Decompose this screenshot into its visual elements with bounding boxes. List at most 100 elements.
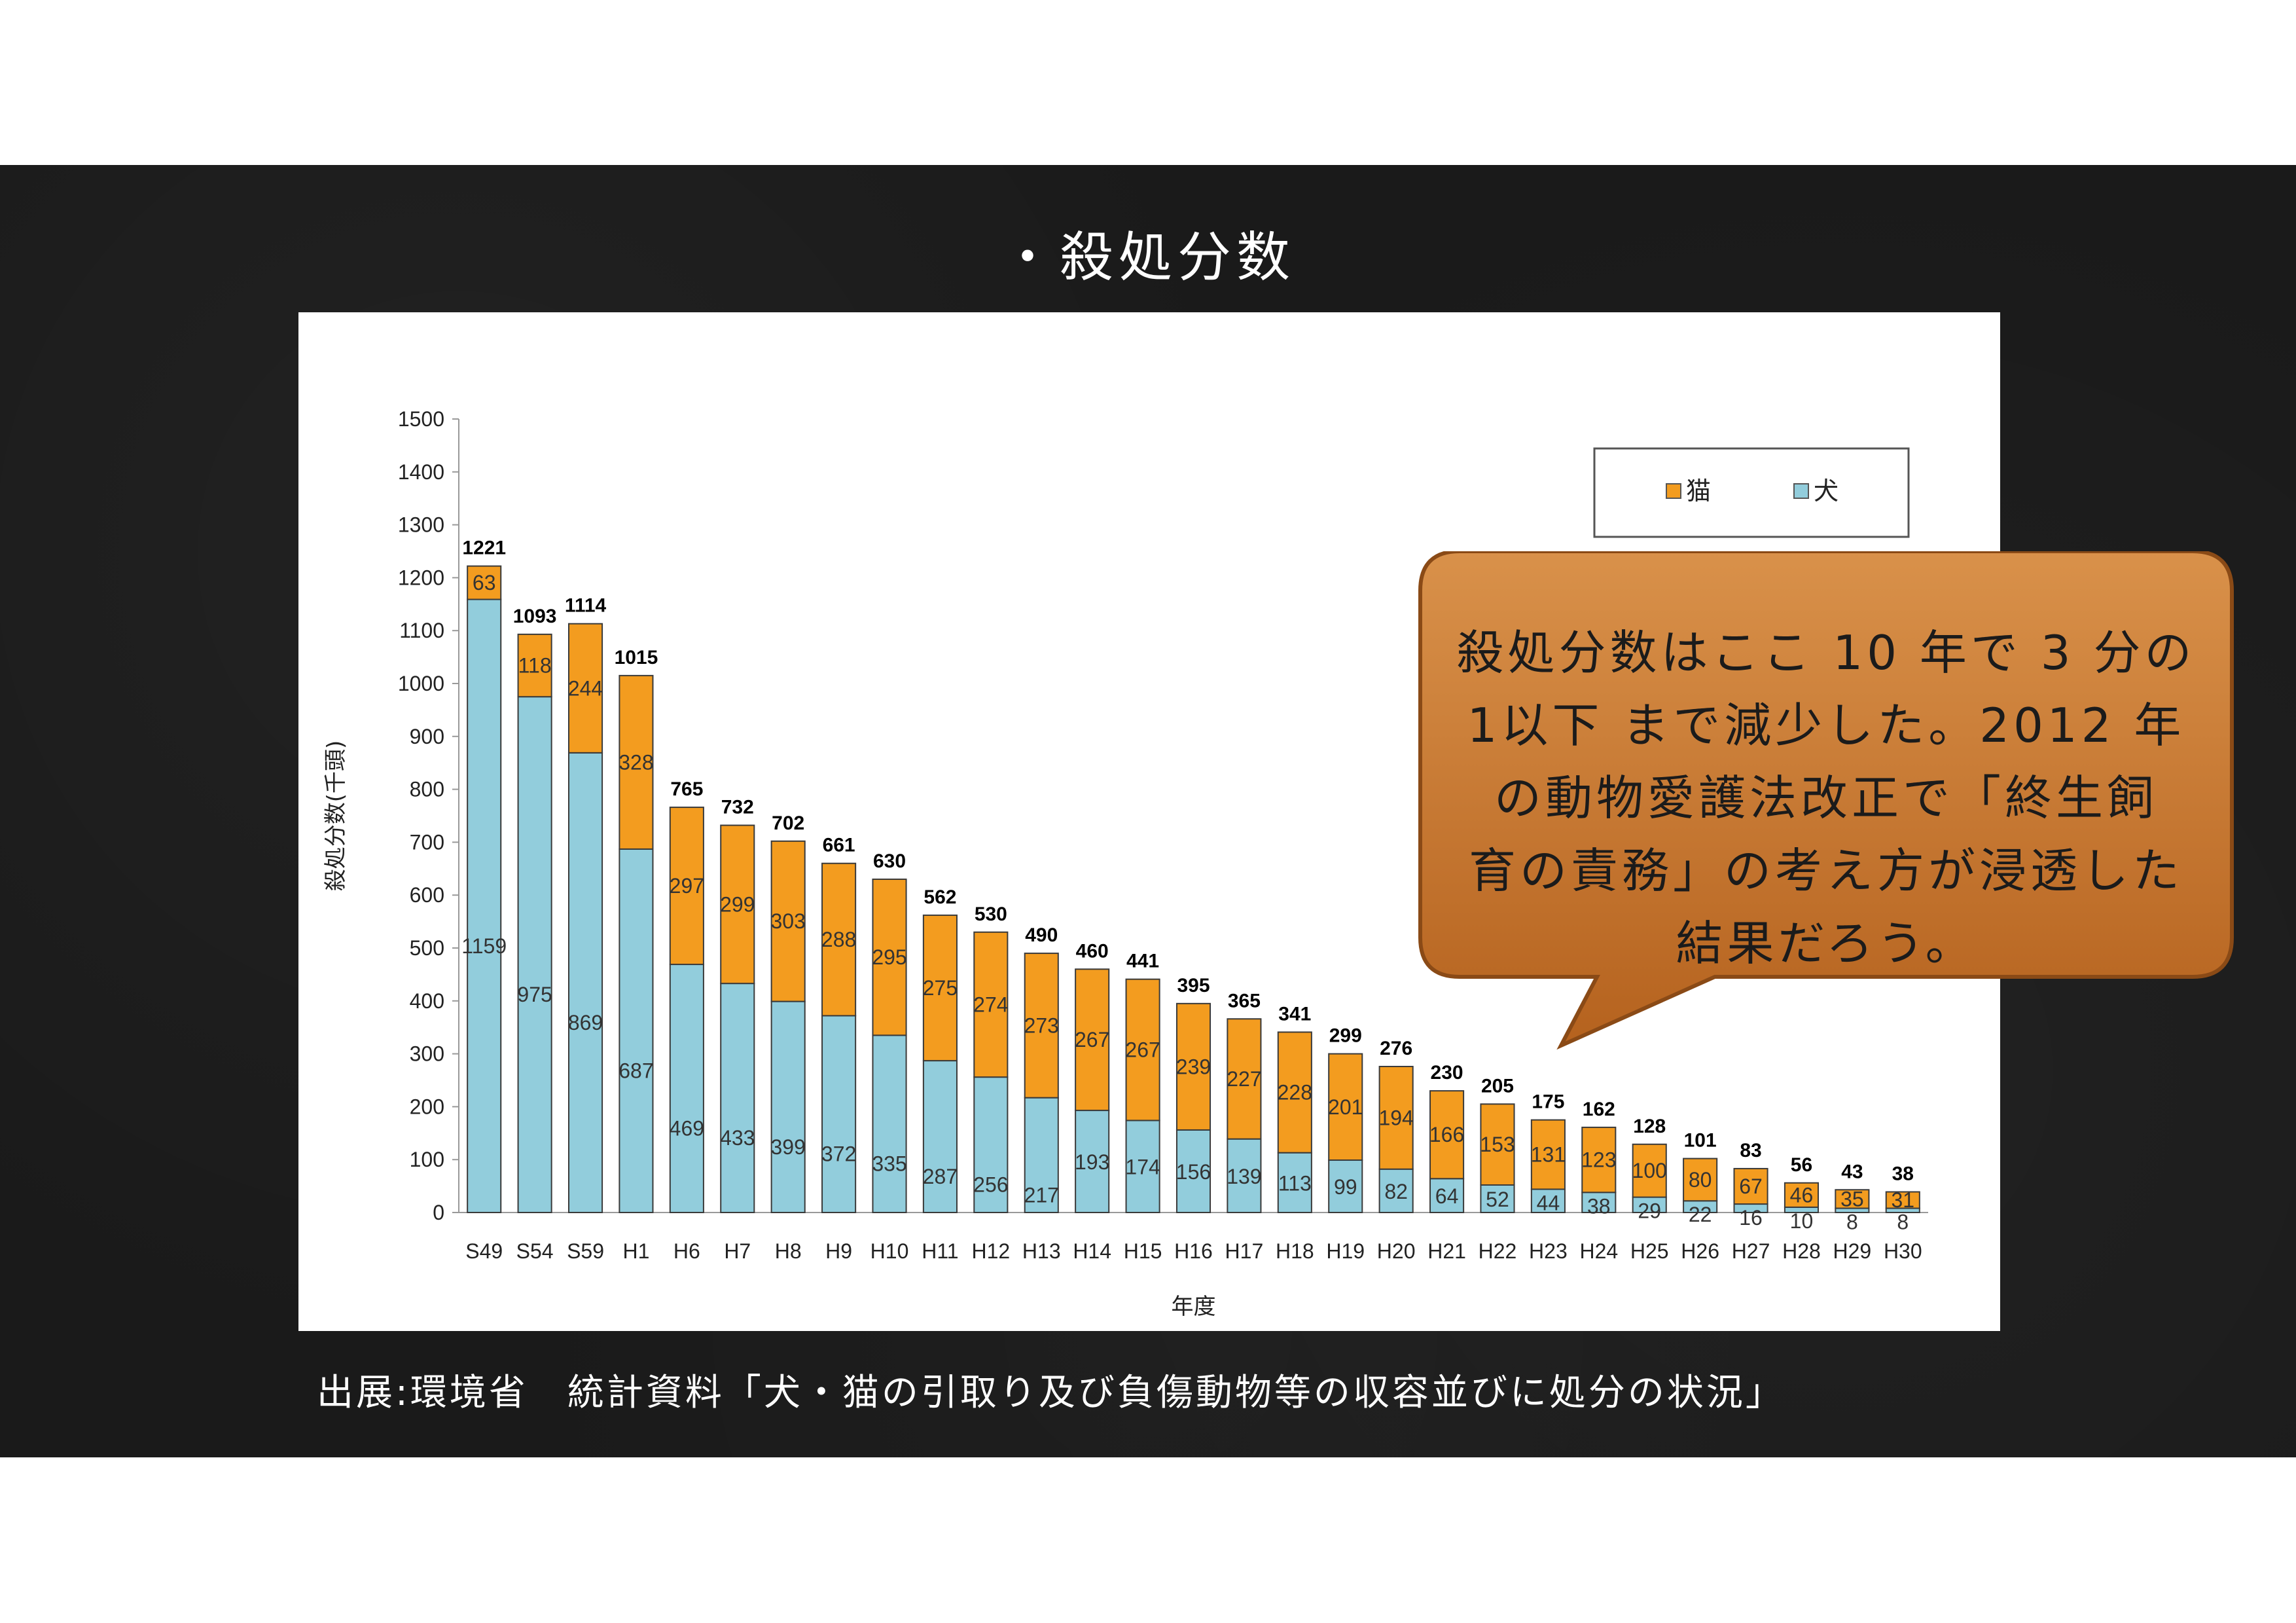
dog-value-label: 687 bbox=[619, 1059, 653, 1082]
y-tick-label: 900 bbox=[410, 725, 444, 748]
legend-swatch-dog bbox=[1793, 483, 1809, 499]
x-tick-label: H11 bbox=[922, 1239, 958, 1263]
x-tick-label: H7 bbox=[724, 1239, 751, 1263]
bar-cat-H24 bbox=[1581, 1126, 1617, 1194]
callout-line: 殺処分数はここ 10 年で 3 分の bbox=[1456, 625, 2196, 680]
dog-value-label: 469 bbox=[670, 1117, 704, 1140]
source-caption: 出展:環境省 統計資料「犬・猫の引取り及び負傷動物等の収容並びに処分の状況」 bbox=[317, 1372, 1785, 1414]
cat-value-label: 239 bbox=[1176, 1055, 1211, 1078]
dog-value-label: 82 bbox=[1384, 1180, 1408, 1203]
bar-cat-H20 bbox=[1378, 1065, 1414, 1170]
y-tick-label: 600 bbox=[410, 883, 444, 907]
dog-value-label: 975 bbox=[517, 983, 552, 1006]
slide-background: ・殺処分数 0 100 200 300 400 500 600 700 800 900 1000 11… bbox=[0, 165, 2296, 1457]
bar-cat-H27 bbox=[1733, 1167, 1768, 1205]
x-tick-label: H13 bbox=[1022, 1239, 1061, 1263]
x-tick-label: H9 bbox=[825, 1239, 852, 1263]
x-tick-label: H14 bbox=[1073, 1239, 1111, 1263]
bar-cat-H22 bbox=[1480, 1103, 1515, 1186]
bar-cat-H16 bbox=[1175, 1002, 1211, 1131]
callout-text: 殺処分数はここ 10 年で 3 分の 1以下 まで減少した。2012 年 の動物… bbox=[1433, 617, 2219, 980]
bar-dog-H20 bbox=[1378, 1168, 1414, 1214]
cat-value-label: 118 bbox=[518, 654, 552, 678]
bar-dog-H10 bbox=[872, 1034, 907, 1213]
x-tick-label: H22 bbox=[1479, 1239, 1517, 1263]
total-value-label: 562 bbox=[924, 886, 956, 908]
y-tick-label: 300 bbox=[410, 1042, 444, 1066]
bar-cat-H25 bbox=[1632, 1143, 1667, 1198]
cat-value-label: 288 bbox=[821, 928, 856, 951]
bar-cat-S49 bbox=[467, 565, 502, 600]
dog-value-label: 287 bbox=[923, 1165, 958, 1188]
bar-cat-S59 bbox=[567, 623, 603, 754]
total-value-label: 38 bbox=[1892, 1163, 1914, 1184]
total-value-label: 365 bbox=[1228, 990, 1261, 1012]
x-tick-label: H12 bbox=[971, 1239, 1010, 1263]
dog-value-label: 10 bbox=[1790, 1209, 1814, 1233]
x-tick-label: H16 bbox=[1174, 1239, 1213, 1263]
total-value-label: 765 bbox=[670, 778, 703, 800]
x-tick-label: H26 bbox=[1681, 1239, 1719, 1263]
y-tick-label: 1300 bbox=[398, 513, 444, 537]
y-axis-title: 殺処分数(千頭) bbox=[323, 740, 349, 892]
total-value-label: 56 bbox=[1791, 1154, 1812, 1176]
cat-value-label: 153 bbox=[1480, 1133, 1515, 1156]
legend-label-cat: 猫 bbox=[1686, 477, 1711, 505]
y-tick-label: 1100 bbox=[399, 619, 444, 642]
bar-dog-H12 bbox=[973, 1076, 1009, 1213]
bar-cat-H14 bbox=[1075, 968, 1110, 1112]
y-tick-label: 500 bbox=[410, 936, 444, 960]
x-tick-label: H17 bbox=[1225, 1239, 1264, 1263]
y-tick-label: 1000 bbox=[398, 672, 444, 695]
cat-value-label: 328 bbox=[619, 750, 653, 774]
bar-cat-H8 bbox=[770, 840, 806, 1002]
total-value-label: 1093 bbox=[513, 606, 557, 627]
dog-value-label: 99 bbox=[1334, 1175, 1357, 1199]
total-value-label: 732 bbox=[721, 797, 754, 818]
x-tick-label: H18 bbox=[1276, 1239, 1314, 1263]
bar-dog-H14 bbox=[1075, 1110, 1110, 1214]
cat-value-label: 67 bbox=[1739, 1175, 1763, 1198]
total-value-label: 341 bbox=[1278, 1003, 1311, 1025]
cat-value-label: 201 bbox=[1328, 1095, 1363, 1119]
bar-dog-H18 bbox=[1277, 1152, 1312, 1214]
cat-value-label: 227 bbox=[1227, 1067, 1261, 1091]
bar-cat-H11 bbox=[922, 914, 958, 1062]
bar-dog-H7 bbox=[720, 983, 755, 1213]
cat-value-label: 194 bbox=[1378, 1106, 1413, 1129]
cat-value-label: 166 bbox=[1429, 1123, 1464, 1146]
bar-dog-H16 bbox=[1175, 1129, 1211, 1214]
total-value-label: 162 bbox=[1583, 1099, 1615, 1120]
bar-cat-H23 bbox=[1530, 1119, 1566, 1190]
dog-value-label: 372 bbox=[821, 1142, 856, 1166]
total-value-label: 1221 bbox=[462, 538, 506, 559]
bar-cat-H10 bbox=[872, 878, 907, 1036]
y-tick-label: 0 bbox=[433, 1201, 444, 1224]
bar-dog-S49 bbox=[467, 598, 502, 1213]
bar-cat-H13 bbox=[1024, 953, 1059, 1099]
cat-value-label: 244 bbox=[568, 676, 603, 700]
total-value-label: 205 bbox=[1481, 1075, 1514, 1097]
bar-dog-H1 bbox=[619, 848, 654, 1213]
x-tick-label: S59 bbox=[567, 1239, 604, 1263]
total-value-label: 276 bbox=[1380, 1038, 1412, 1059]
x-tick-label: H27 bbox=[1732, 1239, 1770, 1263]
cat-value-label: 273 bbox=[1024, 1013, 1059, 1037]
bar-cat-H30 bbox=[1885, 1191, 1920, 1209]
total-value-label: 395 bbox=[1177, 975, 1210, 996]
dog-value-label: 38 bbox=[1587, 1194, 1611, 1218]
total-value-label: 43 bbox=[1841, 1161, 1863, 1182]
y-tick-label: 700 bbox=[410, 830, 444, 854]
slide-title: ・殺処分数 bbox=[1000, 227, 1295, 289]
total-value-label: 661 bbox=[823, 835, 855, 856]
bar-cat-H21 bbox=[1429, 1090, 1465, 1180]
total-value-label: 230 bbox=[1431, 1062, 1463, 1084]
dog-value-label: 193 bbox=[1075, 1150, 1109, 1174]
dog-value-label: 8 bbox=[1846, 1211, 1858, 1234]
y-tick-label: 200 bbox=[410, 1095, 444, 1118]
bar-cat-H19 bbox=[1328, 1053, 1363, 1161]
callout-line: 育の責務」の考え方が浸透した bbox=[1468, 843, 2183, 898]
y-tick-label: 1500 bbox=[398, 407, 444, 431]
dog-value-label: 22 bbox=[1689, 1203, 1712, 1226]
cat-value-label: 131 bbox=[1531, 1143, 1566, 1167]
